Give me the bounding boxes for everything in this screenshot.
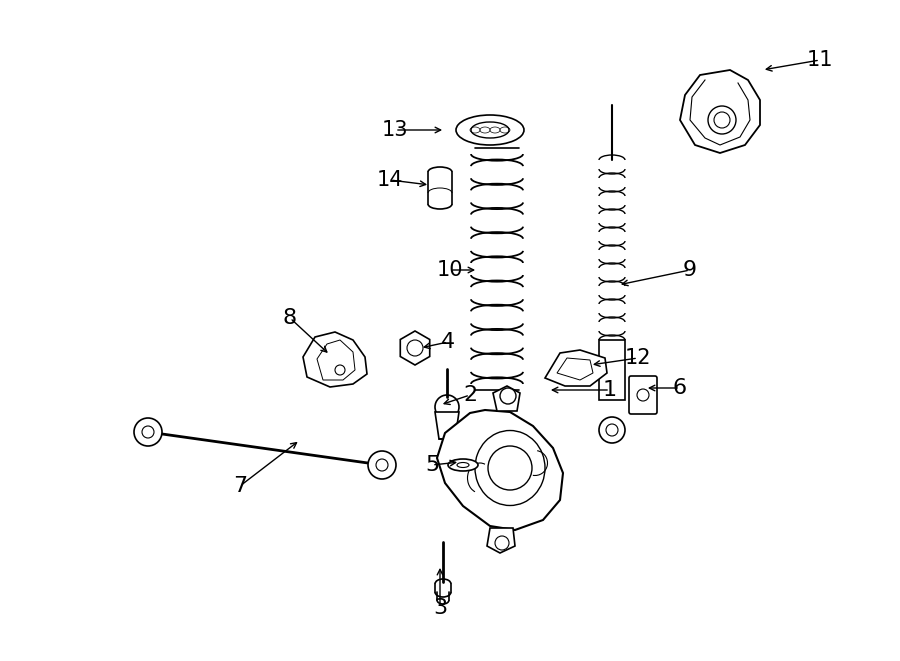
Text: 10: 10	[436, 260, 464, 280]
Text: 4: 4	[441, 332, 455, 352]
Text: 3: 3	[433, 598, 447, 618]
Circle shape	[368, 451, 396, 479]
Circle shape	[714, 112, 730, 128]
Polygon shape	[435, 412, 459, 439]
Ellipse shape	[448, 459, 478, 471]
Ellipse shape	[457, 463, 469, 467]
Circle shape	[142, 426, 154, 438]
Text: 11: 11	[806, 50, 833, 70]
Circle shape	[495, 536, 509, 550]
Text: 1: 1	[603, 380, 617, 400]
Text: 5: 5	[425, 455, 439, 475]
Polygon shape	[303, 332, 367, 387]
Polygon shape	[557, 358, 593, 380]
Text: 2: 2	[463, 385, 477, 405]
Circle shape	[407, 340, 423, 356]
Text: 9: 9	[683, 260, 698, 280]
Circle shape	[376, 459, 388, 471]
Text: 14: 14	[377, 170, 403, 190]
Text: 13: 13	[382, 120, 409, 140]
Circle shape	[606, 424, 618, 436]
Polygon shape	[680, 70, 760, 153]
Text: 8: 8	[283, 308, 297, 328]
Polygon shape	[400, 331, 429, 365]
Text: 12: 12	[625, 348, 652, 368]
Circle shape	[134, 418, 162, 446]
Polygon shape	[317, 340, 355, 380]
Text: 6: 6	[673, 378, 687, 398]
Polygon shape	[437, 410, 563, 530]
FancyBboxPatch shape	[629, 376, 657, 414]
Circle shape	[599, 417, 625, 443]
Circle shape	[500, 388, 516, 404]
Polygon shape	[487, 528, 515, 553]
Polygon shape	[493, 386, 520, 411]
Text: 7: 7	[233, 476, 248, 496]
Circle shape	[335, 365, 345, 375]
Circle shape	[637, 389, 649, 401]
Circle shape	[488, 446, 532, 490]
Circle shape	[708, 106, 736, 134]
FancyBboxPatch shape	[599, 340, 625, 400]
Polygon shape	[545, 350, 607, 386]
